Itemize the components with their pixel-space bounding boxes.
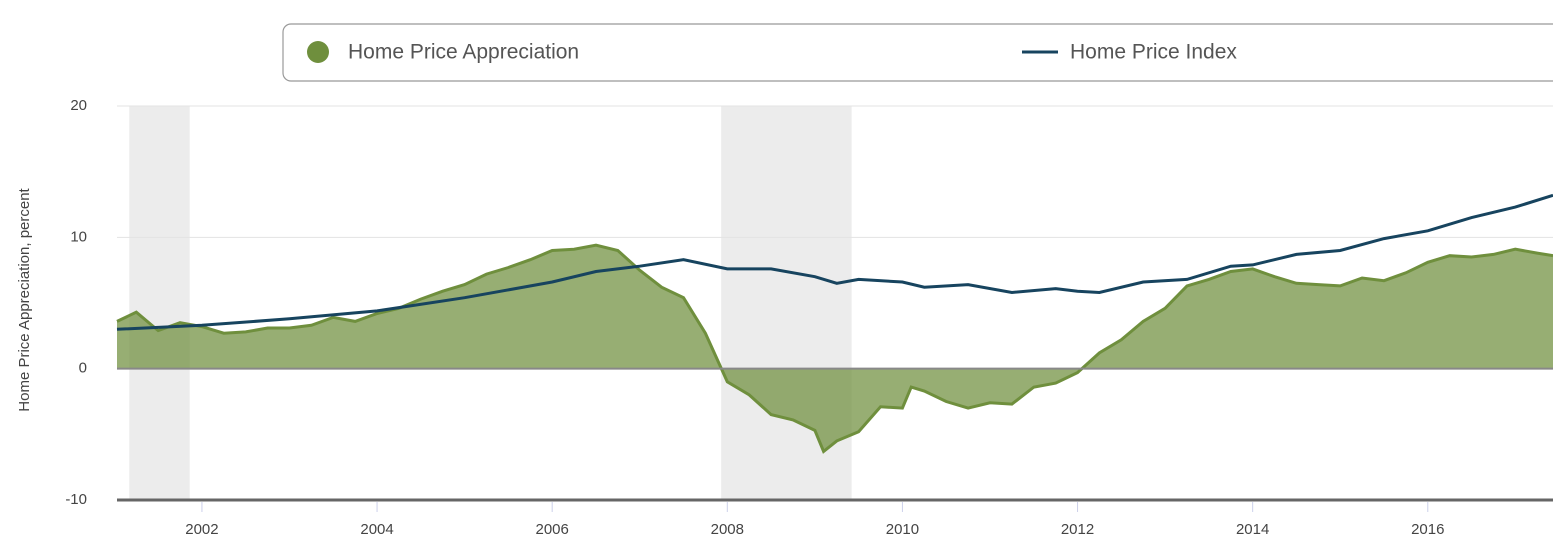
x-tick-label: 2010 bbox=[886, 521, 919, 538]
legend-swatch bbox=[307, 41, 329, 63]
x-tick-label: 2016 bbox=[1411, 521, 1444, 538]
recession-shade bbox=[129, 106, 190, 500]
x-tick-label: 2004 bbox=[360, 521, 393, 538]
x-tick-label: 2014 bbox=[1236, 521, 1269, 538]
legend-label: Home Price Index bbox=[1070, 41, 1237, 64]
x-tick-label: 2006 bbox=[535, 521, 568, 538]
y-tick-label: -10 bbox=[65, 491, 87, 508]
y-tick-label: 20 bbox=[70, 97, 87, 114]
line bbox=[116, 193, 1553, 331]
legend-label: Home Price Appreciation bbox=[348, 41, 579, 64]
x-tick-label: 2012 bbox=[1061, 521, 1094, 538]
x-tick-label: 2008 bbox=[711, 521, 744, 538]
y-tick-label: 10 bbox=[70, 228, 87, 245]
area-outline bbox=[116, 243, 1553, 454]
legend-box bbox=[282, 23, 1553, 82]
x-tick-label: 2002 bbox=[185, 521, 218, 538]
y-axis-label: Home Price Appreciation, percent bbox=[16, 187, 33, 411]
y-tick-label: 0 bbox=[79, 360, 87, 377]
